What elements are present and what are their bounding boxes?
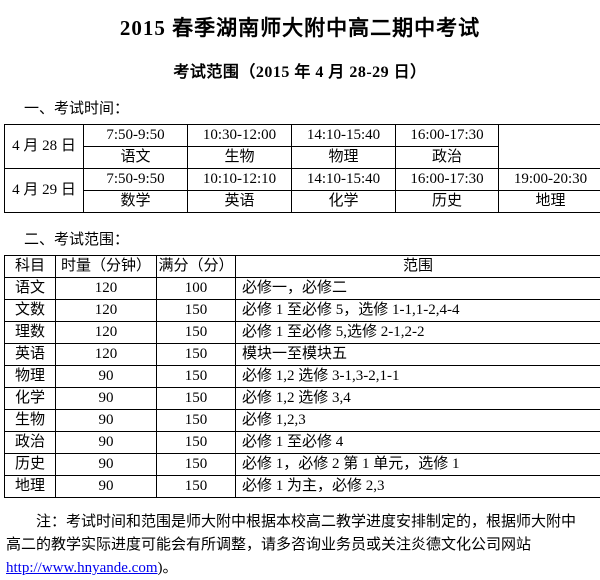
- footnote-link-suffix: )。: [158, 560, 178, 576]
- footnote-line: http://www.hnyande.com)。: [6, 557, 594, 580]
- scope-header-subject: 科目: [5, 256, 56, 278]
- schedule-time-cell: 16:00-17:30: [396, 169, 499, 191]
- table-row: 政治 90 150 必修 1 至必修 4: [5, 432, 600, 454]
- scope-score-cell: 150: [157, 322, 236, 344]
- schedule-subject-cell: 政治: [396, 147, 499, 169]
- scope-score-cell: 150: [157, 388, 236, 410]
- table-row: 地理 90 150 必修 1 为主，必修 2,3: [5, 476, 600, 498]
- table-row: 4 月 28 日 7:50-9:50 10:30-12:00 14:10-15:…: [5, 125, 600, 147]
- table-row: 语文 120 100 必修一，必修二: [5, 278, 600, 300]
- schedule-time-cell: 14:10-15:40: [292, 169, 396, 191]
- page-subtitle: 考试范围（2015 年 4 月 28-29 日）: [0, 58, 600, 82]
- schedule-subject-cell: 地理: [499, 191, 600, 213]
- scope-score-cell: 150: [157, 366, 236, 388]
- scope-score-cell: 100: [157, 278, 236, 300]
- section-heading-exam-times: 一、考试时间：: [24, 97, 600, 118]
- schedule-time-cell: 10:30-12:00: [188, 125, 292, 147]
- schedule-subject-cell: 数学: [84, 191, 188, 213]
- schedule-time-cell: 14:10-15:40: [292, 125, 396, 147]
- schedule-empty-cell: [499, 125, 600, 169]
- schedule-date-cell: 4 月 28 日: [5, 125, 84, 169]
- scope-score-cell: 150: [157, 432, 236, 454]
- schedule-subject-cell: 语文: [84, 147, 188, 169]
- footnote: 注：考试时间和范围是师大附中根据本校高二教学进度安排制定的，根据师大附中 高二的…: [6, 511, 594, 580]
- scope-range-cell: 必修 1 为主，必修 2,3: [236, 476, 600, 498]
- scope-score-cell: 150: [157, 344, 236, 366]
- exam-schedule-table: 4 月 28 日 7:50-9:50 10:30-12:00 14:10-15:…: [4, 124, 600, 213]
- table-row: 4 月 29 日 7:50-9:50 10:10-12:10 14:10-15:…: [5, 169, 600, 191]
- table-row: 物理 90 150 必修 1,2 选修 3-1,3-2,1-1: [5, 366, 600, 388]
- scope-range-cell: 必修 1,2,3: [236, 410, 600, 432]
- table-row: 生物 90 150 必修 1,2,3: [5, 410, 600, 432]
- scope-subject-cell: 英语: [5, 344, 56, 366]
- scope-range-cell: 必修 1 至必修 5，选修 1-1,1-2,4-4: [236, 300, 600, 322]
- scope-range-cell: 必修 1 至必修 4: [236, 432, 600, 454]
- schedule-time-cell: 10:10-12:10: [188, 169, 292, 191]
- table-row: 数学 英语 化学 历史 地理: [5, 191, 600, 213]
- exam-scope-table: 科目 时量（分钟） 满分（分） 范围 语文 120 100 必修一，必修二 文数…: [4, 255, 600, 498]
- scope-duration-cell: 90: [56, 432, 157, 454]
- scope-duration-cell: 120: [56, 322, 157, 344]
- exam-notice-document: { "page": { "title": "2015 春季湖南师大附中高二期中考…: [0, 0, 600, 555]
- footnote-line: 注：考试时间和范围是师大附中根据本校高二教学进度安排制定的，根据师大附中: [6, 511, 594, 534]
- schedule-time-cell: 7:50-9:50: [84, 125, 188, 147]
- scope-header-range: 范围: [236, 256, 600, 278]
- scope-subject-cell: 物理: [5, 366, 56, 388]
- scope-subject-cell: 理数: [5, 322, 56, 344]
- page-title: 2015 春季湖南师大附中高二期中考试: [0, 0, 600, 42]
- scope-range-cell: 必修 1 至必修 5,选修 2-1,2-2: [236, 322, 600, 344]
- schedule-subject-cell: 生物: [188, 147, 292, 169]
- table-row: 理数 120 150 必修 1 至必修 5,选修 2-1,2-2: [5, 322, 600, 344]
- scope-duration-cell: 120: [56, 344, 157, 366]
- scope-header-score: 满分（分）: [157, 256, 236, 278]
- scope-subject-cell: 生物: [5, 410, 56, 432]
- schedule-time-cell: 7:50-9:50: [84, 169, 188, 191]
- scope-subject-cell: 地理: [5, 476, 56, 498]
- schedule-subject-cell: 英语: [188, 191, 292, 213]
- scope-score-cell: 150: [157, 454, 236, 476]
- scope-range-cell: 必修一，必修二: [236, 278, 600, 300]
- schedule-date-cell: 4 月 29 日: [5, 169, 84, 213]
- scope-subject-cell: 语文: [5, 278, 56, 300]
- scope-subject-cell: 历史: [5, 454, 56, 476]
- scope-duration-cell: 90: [56, 410, 157, 432]
- scope-duration-cell: 90: [56, 454, 157, 476]
- scope-score-cell: 150: [157, 410, 236, 432]
- scope-duration-cell: 90: [56, 476, 157, 498]
- scope-range-cell: 模块一至模块五: [236, 344, 600, 366]
- scope-subject-cell: 化学: [5, 388, 56, 410]
- table-row: 化学 90 150 必修 1,2 选修 3,4: [5, 388, 600, 410]
- scope-subject-cell: 政治: [5, 432, 56, 454]
- scope-range-cell: 必修 1，必修 2 第 1 单元，选修 1: [236, 454, 600, 476]
- schedule-time-cell: 19:00-20:30: [499, 169, 600, 191]
- scope-range-cell: 必修 1,2 选修 3-1,3-2,1-1: [236, 366, 600, 388]
- scope-duration-cell: 90: [56, 366, 157, 388]
- scope-duration-cell: 120: [56, 278, 157, 300]
- scope-score-cell: 150: [157, 476, 236, 498]
- scope-duration-cell: 120: [56, 300, 157, 322]
- section-heading-exam-scope: 二、考试范围：: [24, 228, 600, 249]
- scope-subject-cell: 文数: [5, 300, 56, 322]
- website-link[interactable]: http://www.hnyande.com: [6, 560, 158, 576]
- scope-range-cell: 必修 1,2 选修 3,4: [236, 388, 600, 410]
- scope-score-cell: 150: [157, 300, 236, 322]
- footnote-line: 高二的教学实际进度可能会有所调整，请多咨询业务员或关注炎德文化公司网站: [6, 534, 594, 557]
- table-row: 文数 120 150 必修 1 至必修 5，选修 1-1,1-2,4-4: [5, 300, 600, 322]
- scope-duration-cell: 90: [56, 388, 157, 410]
- schedule-subject-cell: 历史: [396, 191, 499, 213]
- scope-header-duration: 时量（分钟）: [56, 256, 157, 278]
- schedule-subject-cell: 化学: [292, 191, 396, 213]
- table-row: 历史 90 150 必修 1，必修 2 第 1 单元，选修 1: [5, 454, 600, 476]
- table-row: 英语 120 150 模块一至模块五: [5, 344, 600, 366]
- schedule-subject-cell: 物理: [292, 147, 396, 169]
- schedule-time-cell: 16:00-17:30: [396, 125, 499, 147]
- table-header-row: 科目 时量（分钟） 满分（分） 范围: [5, 256, 600, 278]
